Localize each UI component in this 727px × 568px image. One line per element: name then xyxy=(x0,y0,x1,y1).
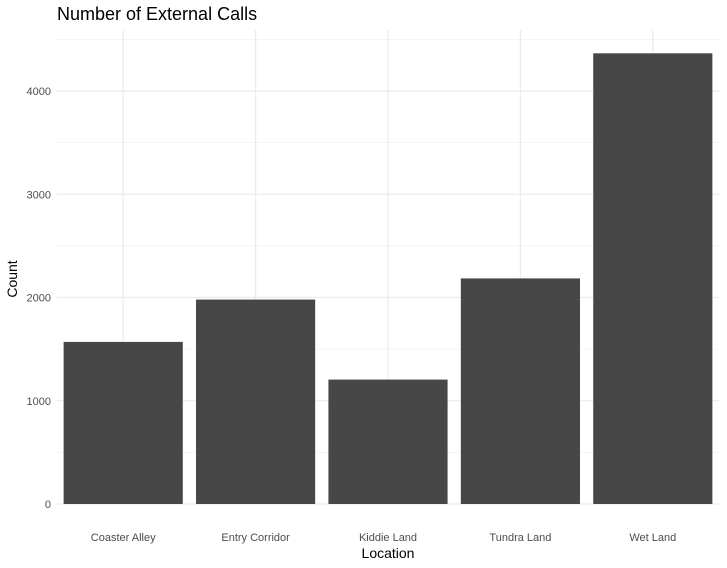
bar-coaster-alley xyxy=(63,341,183,504)
bar-kiddie-land xyxy=(328,379,448,504)
bar-tundra-land xyxy=(460,278,580,504)
x-tick-label: Wet Land xyxy=(629,532,676,544)
bar-entry-corridor xyxy=(196,299,316,504)
y-tick-label: 2000 xyxy=(27,293,51,305)
bar-wet-land xyxy=(593,53,713,504)
chart-title: Number of External Calls xyxy=(57,4,258,24)
y-axis-title: Count xyxy=(4,260,20,297)
y-tick-label: 1000 xyxy=(27,396,51,408)
y-tick-label: 4000 xyxy=(27,86,51,98)
x-tick-label: Tundra Land xyxy=(489,532,551,544)
x-tick-label: Entry Corridor xyxy=(221,532,290,544)
x-tick-label: Kiddie Land xyxy=(359,532,417,544)
y-tick-label: 0 xyxy=(45,499,51,511)
bars xyxy=(63,53,713,504)
x-axis-title: Location xyxy=(362,545,415,561)
x-tick-labels: Coaster Alley Entry Corridor Kiddie Land Tu… xyxy=(91,532,676,544)
x-tick-label: Coaster Alley xyxy=(91,532,156,544)
y-tick-labels: 0 1000 2000 3000 4000 xyxy=(27,86,51,511)
y-tick-label: 3000 xyxy=(27,189,51,201)
